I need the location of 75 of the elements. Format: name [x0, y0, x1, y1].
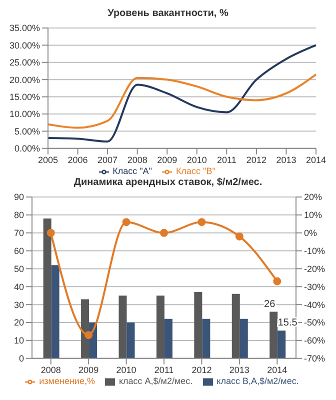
x-tick-label: 2010 [186, 154, 207, 165]
x-tick-label: 2013 [229, 364, 250, 375]
legend-label: класс А,$/м2/мес. [118, 376, 193, 386]
x-tick-label: 2008 [127, 154, 148, 165]
x-tick-label: 2009 [157, 154, 178, 165]
y-tick-label: 25.00% [9, 58, 40, 68]
y2-tick-label: -70% [304, 354, 326, 364]
y2-tick-label: -40% [304, 300, 326, 310]
bar [202, 318, 210, 358]
point [235, 232, 244, 240]
x-tick-label: 2008 [40, 364, 61, 375]
bar [278, 330, 286, 358]
y2-tick-label: 20% [304, 192, 322, 202]
point [84, 331, 93, 340]
legend-label: Класс "А" [112, 166, 152, 176]
x-tick-label: 2006 [68, 154, 88, 165]
y-tick-label: 90 [14, 192, 24, 202]
x-tick-label: 2013 [276, 154, 296, 165]
point [122, 218, 130, 226]
x-tick-label: 2005 [38, 154, 58, 165]
y2-tick-label: 10% [304, 210, 322, 220]
y2-tick-label: 0% [304, 228, 318, 238]
chart-title: Динамика арендных ставок, $/м2/мес. [72, 177, 264, 190]
bar [156, 296, 164, 358]
bar [270, 312, 278, 358]
bar [126, 322, 135, 358]
bar [81, 299, 90, 358]
bar [43, 218, 52, 358]
y-tick-label: 40 [14, 282, 24, 292]
legend-label: класс В,А,$/м2/мес. [216, 376, 299, 386]
line-series [47, 73, 317, 129]
y-tick-label: 0.00% [14, 144, 40, 154]
y-tick-label: 20.00% [9, 74, 40, 85]
legend-label: Класс "В" [176, 166, 216, 176]
y-tick-label: 5.00% [14, 126, 40, 136]
y-tick-label: 50 [14, 264, 24, 274]
y-tick-label: 10.00% [9, 109, 40, 120]
y-tick-label: 80 [14, 210, 24, 220]
chart-title: Уровень вакантности, % [106, 8, 230, 21]
point [160, 228, 168, 237]
y-tick-label: 20 [14, 318, 24, 328]
y-tick-label: 30.00% [9, 40, 40, 50]
y-tick-label: 35.00% [9, 23, 40, 34]
x-tick-label: 2009 [78, 364, 99, 375]
bar [240, 318, 248, 358]
x-tick-label: 2010 [116, 364, 136, 375]
x-tick-label: 2012 [246, 154, 266, 165]
x-tick-label: 2011 [154, 364, 174, 375]
x-tick-label: 2007 [98, 154, 118, 165]
x-tick-label: 2014 [267, 364, 288, 375]
line-series [47, 44, 317, 142]
data-label: 26 [264, 298, 276, 310]
y-tick-label: 60 [14, 246, 24, 256]
point [46, 228, 55, 237]
y-tick-label: 0 [18, 354, 24, 364]
x-tick-label: 2011 [216, 154, 236, 165]
y2-tick-label: -60% [304, 336, 326, 346]
y2-tick-label: -20% [304, 264, 326, 274]
bar [194, 292, 202, 358]
bar [232, 294, 240, 358]
legend-label: изменение,% [39, 376, 95, 386]
y-tick-label: 30 [14, 300, 24, 310]
point [198, 218, 206, 226]
y2-tick-label: -10% [304, 246, 326, 256]
y2-tick-label: -30% [304, 282, 326, 292]
bar [118, 296, 127, 358]
y-tick-label: 15.00% [9, 92, 40, 102]
y2-tick-label: -50% [304, 318, 326, 328]
bar [51, 265, 60, 358]
x-tick-label: 2012 [192, 364, 212, 375]
x-tick-label: 2014 [306, 154, 326, 165]
y-tick-label: 70 [14, 228, 24, 238]
bar [164, 318, 172, 358]
y-tick-label: 10 [14, 336, 24, 346]
point [273, 277, 282, 286]
